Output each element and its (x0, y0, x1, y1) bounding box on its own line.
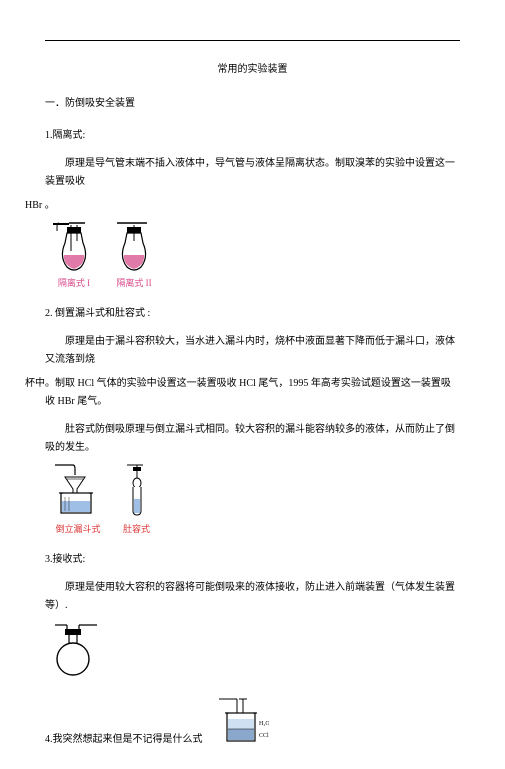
page-title: 常用的实验装置 (45, 61, 460, 79)
tube-bulb-icon (125, 463, 149, 519)
item-1-suffix: HBr 。 (25, 200, 55, 211)
caption-2a: 倒立漏斗式 (55, 521, 100, 537)
figure-row-1: 隔离式 I 隔离式 II (53, 221, 460, 291)
caption-1b: 隔离式 II (116, 275, 151, 291)
svg-text:CCl₄: CCl₄ (259, 733, 269, 739)
item-1-text: 原理是导气管末端不插入液体中，导气管与液体呈隔离状态。制取溴苯的实验中设置这一装… (45, 155, 460, 191)
item-3-num: 3.接收式: (45, 551, 460, 569)
section-1-heading: 一．防倒吸安全装置 (45, 95, 460, 113)
caption-2b: 肚容式 (123, 521, 150, 537)
flask-icon (113, 221, 155, 273)
item-4-row: 4.我突然想起来但是不记得是什么式 H₂O CCl₄ (45, 695, 460, 749)
beaker-tube-icon: H₂O CCl₄ (215, 695, 269, 749)
item-2-text2: 肚容式防倒吸原理与倒立漏斗式相同。较大容积的漏斗能容纳较多的液体，从而防止了倒吸… (45, 421, 460, 457)
figure-3 (53, 621, 460, 681)
beaker-funnel-icon (53, 463, 103, 519)
item-3-text: 原理是使用较大容积的容器将可能倒吸来的液体接收，防止进入前端装置（气体发生装置等… (45, 579, 460, 615)
item-2-text1: 原理是由于漏斗容积较大，当水进入漏斗内时，烧杯中液面显著下降而低于漏斗口，液体又… (45, 333, 460, 369)
flask-icon (53, 221, 95, 273)
figure-row-2: 倒立漏斗式 肚容式 (53, 463, 460, 537)
svg-text:H₂O: H₂O (259, 721, 269, 727)
caption-1a: 隔离式 I (58, 275, 90, 291)
item-2-text1b: 杯中。制取 HCl 气体的实验中设置这一装置吸收 HCl 尾气，1995 年高考… (25, 378, 451, 407)
item-2-num: 2. 倒置漏斗式和肚容式 : (45, 305, 460, 323)
item-1-num: 1.隔离式: (45, 127, 460, 145)
item-4-text: 4.我突然想起来但是不记得是什么式 (45, 731, 203, 749)
round-flask-icon (53, 621, 107, 681)
